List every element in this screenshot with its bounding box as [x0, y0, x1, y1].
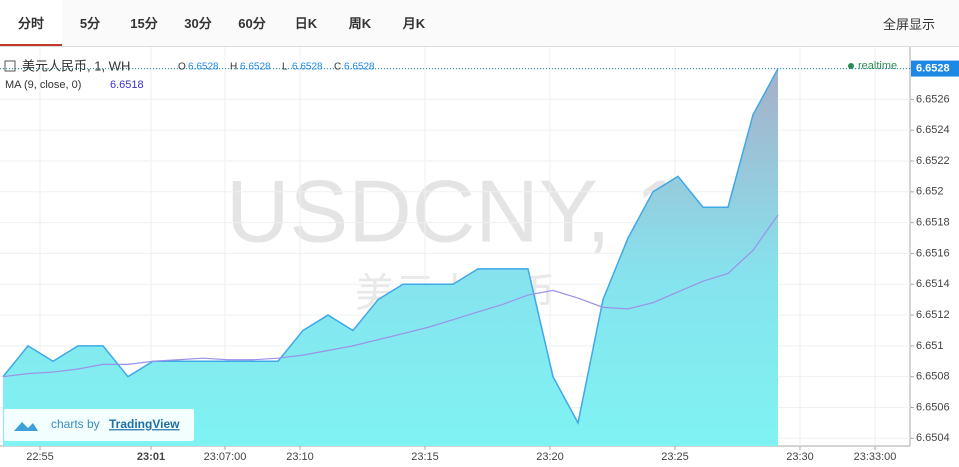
tab[interactable]: 60分	[238, 16, 266, 31]
realtime-dot	[848, 63, 854, 69]
credit: charts by	[51, 417, 100, 431]
tab[interactable]: 月K	[402, 16, 426, 31]
ohlc-value: 6.6528	[344, 62, 375, 73]
fullscreen-button[interactable]: 全屏显示	[882, 17, 935, 32]
x-tick-label: 23:10	[286, 451, 314, 463]
x-tick-label: 23:20	[536, 451, 564, 463]
credit-box	[4, 409, 194, 441]
x-tick-label: 23:25	[661, 451, 689, 463]
tab[interactable]: 15分	[130, 16, 158, 31]
tab[interactable]: 周K	[348, 16, 372, 31]
watermark: USDCNY, 1	[226, 161, 684, 260]
ma-value: 6.6518	[110, 79, 144, 91]
credit-logo	[14, 422, 38, 431]
y-tick-label: 6.6512	[916, 309, 950, 321]
ohlc-value: 6.6528	[292, 62, 323, 73]
ma-line	[2, 214, 779, 378]
y-tick-label: 6.6514	[916, 278, 950, 290]
tab[interactable]: 日K	[294, 16, 318, 31]
x-tick-label: 23:30	[786, 451, 814, 463]
tab[interactable]: 分时	[0, 0, 62, 46]
x-tick-label: 23:01	[137, 451, 165, 463]
ohlc-label: L	[282, 62, 288, 73]
y-tick-label: 6.6518	[916, 217, 950, 229]
y-tick-label: 6.6506	[916, 401, 950, 413]
last-price-label: 6.6528	[916, 62, 950, 74]
y-tick-label: 6.652	[916, 186, 944, 198]
realtime-label: realtime	[858, 60, 897, 72]
symbol: 美元人民币, 1, WH	[22, 58, 130, 73]
ohlc-value: 6.6528	[240, 62, 271, 73]
tab[interactable]: 30分	[184, 16, 212, 31]
y-tick-label: 6.6504	[916, 432, 950, 444]
y-tick-label: 6.6508	[916, 371, 950, 383]
ohlc-label: C	[334, 62, 341, 73]
ohlc-value: 6.6528	[188, 62, 219, 73]
x-tick-label: 22:55	[26, 451, 54, 463]
y-tick-label: 6.6526	[916, 93, 950, 105]
area	[3, 68, 778, 446]
y-tick-label: 6.6524	[916, 124, 950, 136]
legend-icon	[4, 60, 16, 72]
ma-label: MA (9, close, 0)	[5, 79, 81, 91]
tab-bar: 分时 5分 15分 30分 60分 日K 周K 月K	[0, 0, 959, 47]
x-tick-label: 23:07:00	[204, 451, 247, 463]
tab[interactable]: 5分	[79, 16, 101, 31]
x-tick-label: 23:15	[411, 451, 439, 463]
y-tick-label: 6.651	[916, 340, 944, 352]
x-tick-label: 23:33:00	[854, 451, 897, 463]
price-line	[2, 68, 779, 426]
ohlc-label: O	[178, 62, 186, 73]
ohlc-label: H	[230, 62, 237, 73]
y-tick-label: 6.6522	[916, 155, 950, 167]
credit-brand[interactable]: TradingView	[109, 417, 180, 431]
last-price-box	[911, 60, 959, 77]
y-tick-label: 6.6516	[916, 247, 950, 259]
